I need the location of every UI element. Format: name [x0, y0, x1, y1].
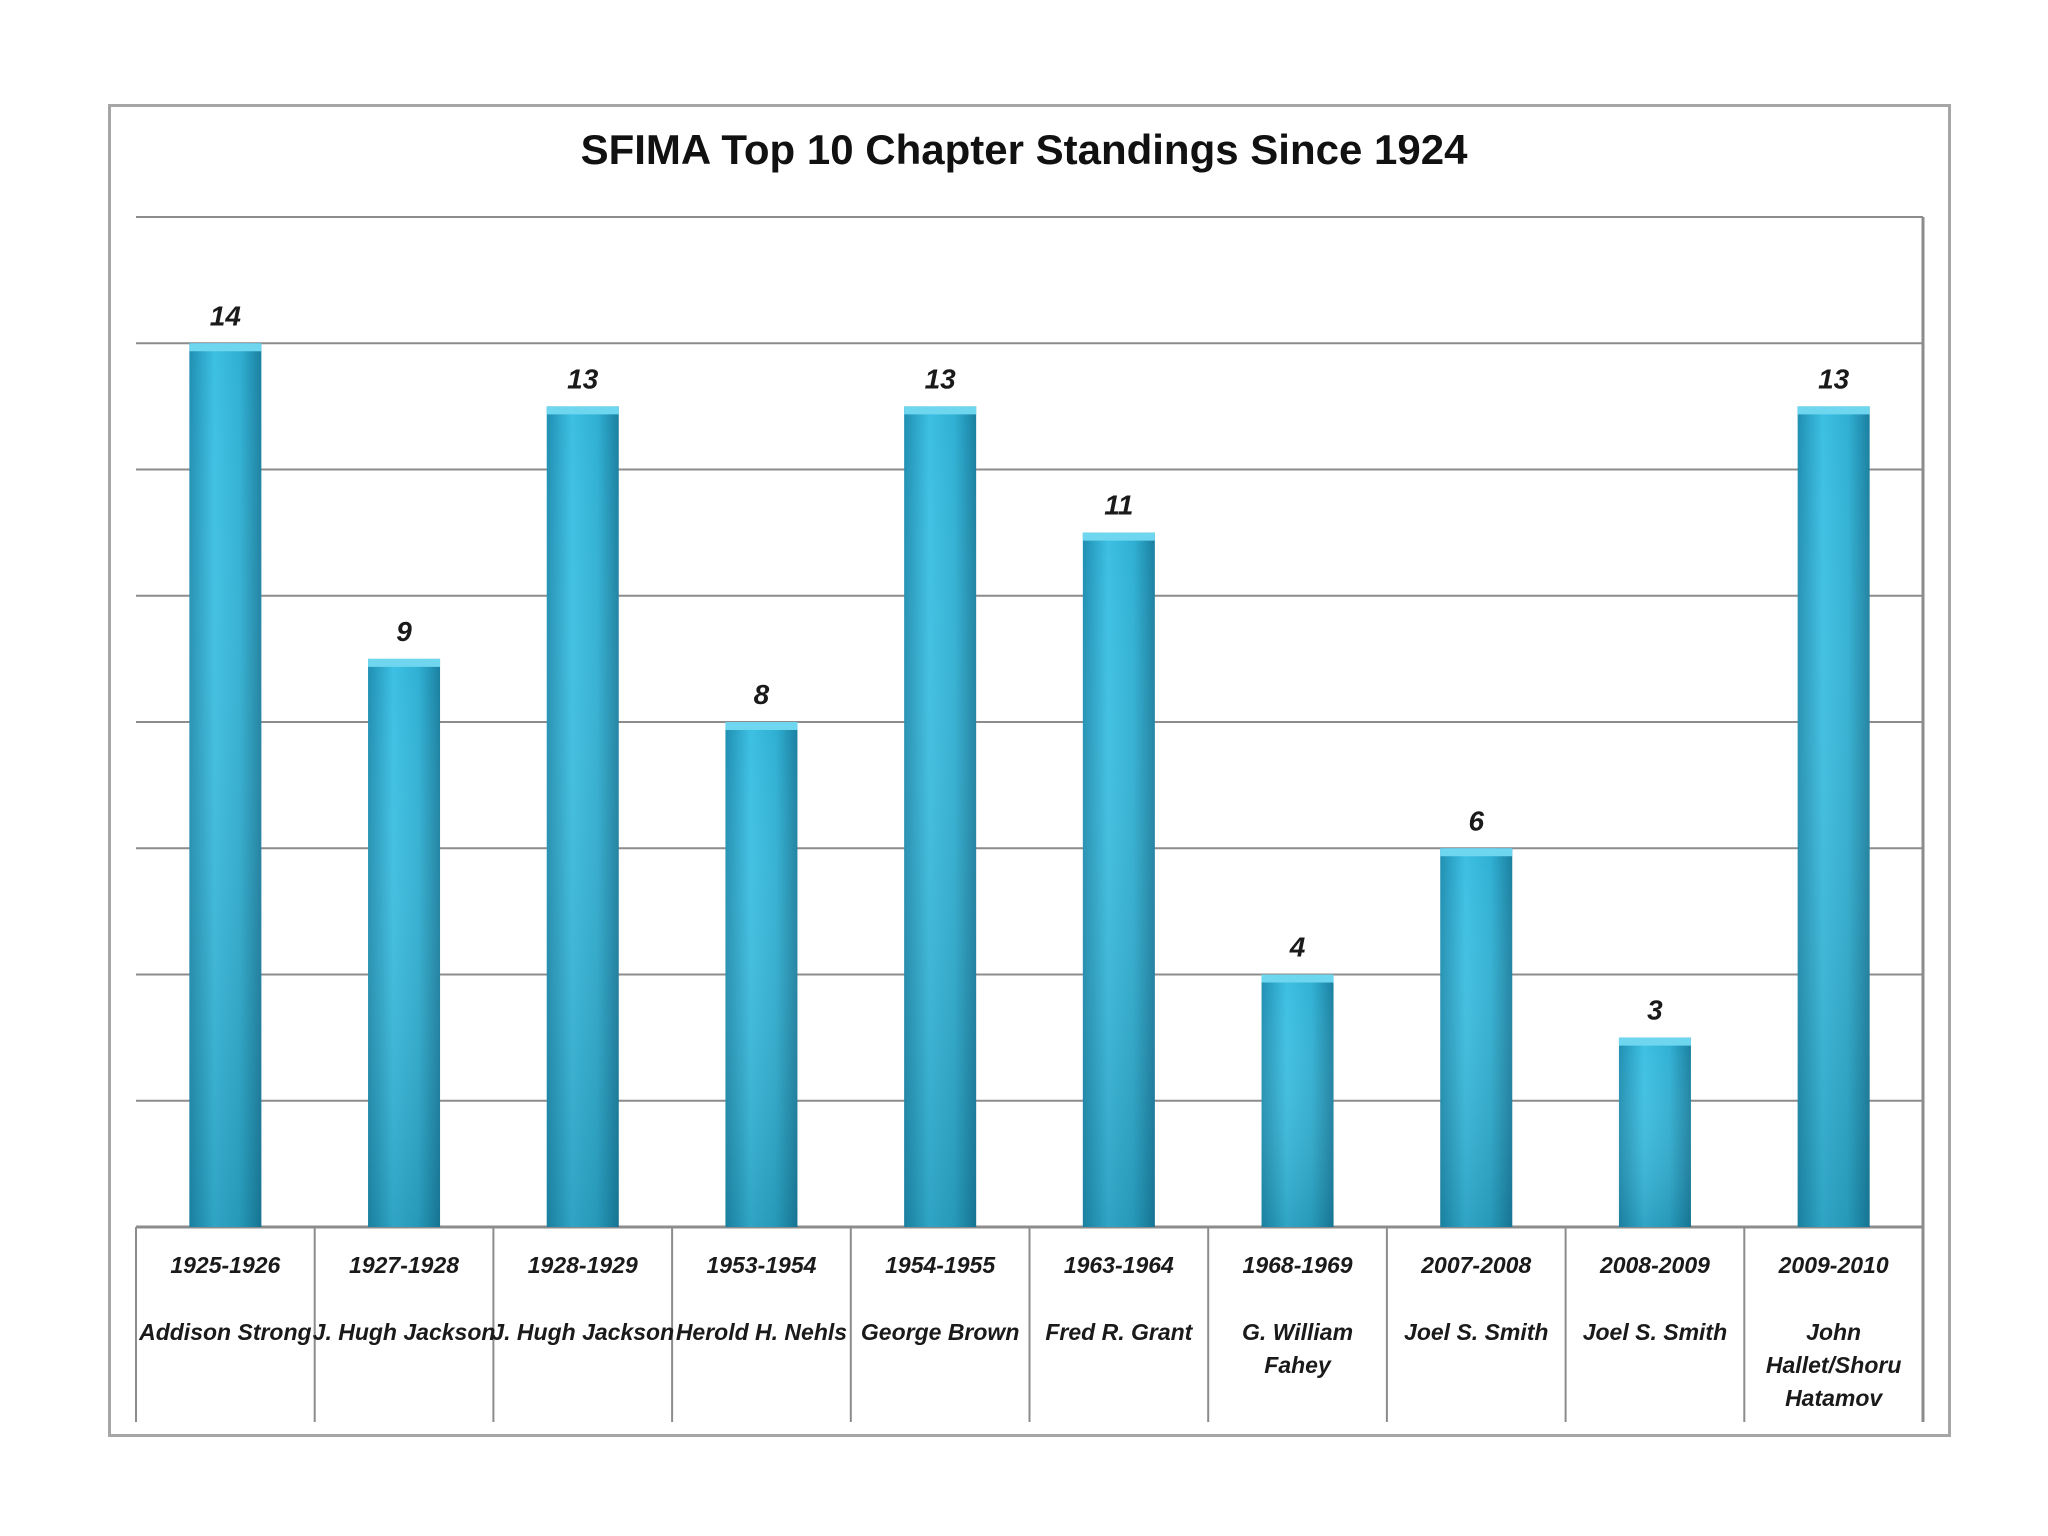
bar-shade — [1261, 974, 1334, 1227]
category-name: J. Hugh Jackson — [491, 1319, 674, 1345]
category-name: Hatamov — [1785, 1385, 1883, 1411]
category-name: Fred R. Grant — [1045, 1319, 1193, 1345]
category-name: G. William — [1242, 1319, 1353, 1345]
data-label: 3 — [1647, 995, 1663, 1026]
category-year: 1927-1928 — [349, 1252, 459, 1278]
data-labels: 14 9 13 8 13 11 4 6 3 13 — [210, 300, 1850, 1025]
category-year: 2008-2009 — [1599, 1252, 1710, 1278]
data-label: 13 — [1818, 363, 1850, 394]
data-label: 9 — [396, 616, 412, 647]
data-label: 6 — [1468, 805, 1484, 836]
bar-cap — [368, 658, 441, 667]
bar-cap — [904, 406, 977, 415]
bar-shade — [1440, 848, 1513, 1227]
category-name: Joel S. Smith — [1404, 1319, 1548, 1345]
category-table: 1925-1926 Addison Strong 1927-1928 J. Hugh … — [138, 1252, 1901, 1411]
bar-shade — [725, 722, 798, 1227]
category-name: John — [1806, 1319, 1861, 1345]
bar-cap — [546, 406, 619, 415]
category-year: 2009-2010 — [1778, 1252, 1889, 1278]
category-year: 1968-1969 — [1243, 1252, 1353, 1278]
bar-cap — [189, 343, 262, 352]
data-label: 4 — [1289, 932, 1306, 963]
bar-shade — [189, 343, 262, 1227]
category-name: Hallet/Shoru — [1766, 1352, 1901, 1378]
category-name: Joel S. Smith — [1583, 1319, 1727, 1345]
bar-shade — [368, 658, 441, 1227]
bar-shade — [546, 406, 619, 1227]
bar-shade — [904, 406, 977, 1227]
bar-cap — [1618, 1037, 1691, 1046]
category-name: Herold H. Nehls — [676, 1319, 847, 1345]
bars — [189, 343, 1870, 1227]
category-name: Fahey — [1264, 1352, 1332, 1378]
category-name: J. Hugh Jackson — [313, 1319, 496, 1345]
data-label: 11 — [1104, 490, 1133, 521]
category-year: 1953-1954 — [706, 1252, 816, 1278]
bar-cap — [725, 722, 798, 730]
bar-shade — [1618, 1037, 1691, 1227]
bar-cap — [1082, 532, 1155, 541]
bar-cap — [1797, 406, 1870, 415]
category-year: 1928-1929 — [528, 1252, 638, 1278]
data-label: 14 — [210, 300, 242, 331]
category-year: 1925-1926 — [170, 1252, 280, 1278]
bar-shade — [1797, 406, 1870, 1227]
bar-cap — [1261, 974, 1334, 983]
category-year: 1963-1964 — [1064, 1252, 1174, 1278]
category-year: 1954-1955 — [885, 1252, 996, 1278]
chart-title: SFIMA Top 10 Chapter Standings Since 192… — [580, 126, 1468, 173]
data-label: 8 — [754, 679, 770, 710]
data-label: 13 — [567, 363, 599, 394]
data-label: 13 — [925, 363, 957, 394]
category-year: 2007-2008 — [1420, 1252, 1531, 1278]
bar-cap — [1440, 848, 1513, 857]
category-name: Addison Strong — [138, 1319, 311, 1345]
bar-shade — [1082, 532, 1155, 1227]
category-name: George Brown — [861, 1319, 1019, 1345]
